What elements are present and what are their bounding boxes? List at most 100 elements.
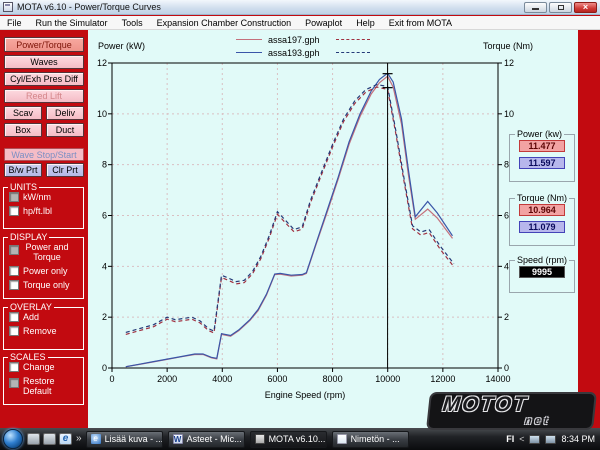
bw-print-button[interactable]: B/w Prt xyxy=(4,163,42,177)
svg-text:8: 8 xyxy=(504,160,509,170)
checkbox-kw-nm[interactable] xyxy=(9,192,19,202)
scales-change-option[interactable]: Change xyxy=(9,362,83,372)
quick-launch-overflow-chevron[interactable]: » xyxy=(76,432,82,444)
task-button-mota[interactable]: MOTA v6.10... xyxy=(249,430,327,448)
menu-powaplot[interactable]: Powaplot xyxy=(305,17,343,28)
speed-readout-title: Speed (rpm) xyxy=(515,255,570,265)
svg-text:10: 10 xyxy=(504,109,514,119)
word-task-icon: W xyxy=(172,434,183,444)
legend-label-assa193: assa193.gph xyxy=(268,47,320,58)
waves-button[interactable]: Waves xyxy=(4,55,84,69)
legend-entry-assa193: assa193.gph xyxy=(236,46,370,59)
svg-text:8: 8 xyxy=(102,160,107,170)
svg-text:2000: 2000 xyxy=(157,374,177,384)
svg-text:0: 0 xyxy=(109,374,114,384)
legend-solid-swatch-red xyxy=(236,39,262,40)
menu-bar: File Run the Simulator Tools Expansion C… xyxy=(0,16,600,30)
quick-launch-ie-icon[interactable]: e xyxy=(59,433,72,445)
task-button-lisaa-kuva[interactable]: e Lisää kuva - ... xyxy=(85,430,163,448)
title-bar: MOTA v6.10 - Power/Torque Curves × xyxy=(0,0,600,15)
checkbox-scales-change[interactable] xyxy=(9,362,19,372)
scales-restore-default-label: Restore Default xyxy=(23,376,55,396)
svg-text:12: 12 xyxy=(504,58,514,68)
legend-label-assa197: assa197.gph xyxy=(268,34,320,45)
scales-group-title: SCALES xyxy=(8,352,48,362)
svg-text:6: 6 xyxy=(504,211,509,221)
torque-readout-title: Torque (Nm) xyxy=(515,193,570,203)
duct-button[interactable]: Duct xyxy=(46,123,84,137)
svg-text:4000: 4000 xyxy=(212,374,232,384)
menu-help[interactable]: Help xyxy=(356,17,375,28)
left-axis-title: Power (kW) xyxy=(98,41,145,51)
tray-expand-chevron[interactable]: < xyxy=(519,434,525,444)
speed-value: 9995 xyxy=(519,266,565,278)
power-readout-group: Power (kw) 11.477 11.597 xyxy=(509,130,575,182)
task-button-asteet[interactable]: W Asteet - Mic... xyxy=(167,430,245,448)
notepad-task-icon xyxy=(336,434,347,444)
taskbar-clock[interactable]: 8:34 PM xyxy=(561,434,595,444)
overlay-remove-label: Remove xyxy=(23,326,57,336)
svg-text:0: 0 xyxy=(504,363,509,373)
speed-readout-group: Speed (rpm) 9995 xyxy=(509,256,575,293)
checkbox-power-only[interactable] xyxy=(9,266,19,276)
volume-icon[interactable] xyxy=(545,434,557,444)
svg-text:6: 6 xyxy=(102,211,107,221)
display-torque-only-label: Torque only xyxy=(23,280,70,290)
units-kw-nm-option[interactable]: kW/nm xyxy=(9,192,83,202)
svg-text:6000: 6000 xyxy=(267,374,287,384)
units-hp-ftlb-option[interactable]: hp/ft.lbl xyxy=(9,206,83,216)
power-readout-title: Power (kw) xyxy=(515,129,565,139)
clr-print-button[interactable]: Clr Prt xyxy=(46,163,84,177)
display-power-and-torque-option[interactable]: Power and Torque xyxy=(9,242,79,262)
legend-solid-swatch-blue xyxy=(236,52,262,53)
display-torque-only-option[interactable]: Torque only xyxy=(9,280,83,290)
start-button[interactable] xyxy=(3,429,23,449)
torque-readout-group: Torque (Nm) 10.964 11.079 xyxy=(509,194,575,246)
checkbox-power-and-torque[interactable] xyxy=(9,245,19,255)
network-icon[interactable] xyxy=(529,434,541,444)
svg-text:4: 4 xyxy=(504,261,509,271)
close-button[interactable]: × xyxy=(574,1,597,13)
scales-restore-default-option[interactable]: Restore Default xyxy=(9,376,83,396)
checkbox-overlay-remove[interactable] xyxy=(9,326,19,336)
display-group-title: DISPLAY xyxy=(8,232,50,242)
torque-value-assa193: 11.079 xyxy=(519,221,565,233)
overlay-add-option[interactable]: Add xyxy=(9,312,83,322)
overlay-group: OVERLAY Add Remove xyxy=(3,303,84,350)
quick-launch-mail-icon[interactable] xyxy=(27,433,40,445)
task-button-nimeton[interactable]: Nimetön - ... xyxy=(331,430,409,448)
legend-dashed-swatch-blue xyxy=(336,52,370,53)
legend-entry-assa197: assa197.gph xyxy=(236,33,370,46)
language-indicator[interactable]: FI xyxy=(506,434,515,444)
sidebar: Power/Torque Waves Cyl/Exh Pres Diff Ree… xyxy=(0,30,88,428)
power-value-assa193: 11.597 xyxy=(519,157,565,169)
menu-file[interactable]: File xyxy=(7,17,22,28)
quick-launch: e xyxy=(27,433,72,445)
display-power-only-option[interactable]: Power only xyxy=(9,266,83,276)
deliv-button[interactable]: Deliv xyxy=(46,106,84,120)
task-label-lisaa-kuva: Lisää kuva - ... xyxy=(104,434,163,444)
menu-expansion-chamber[interactable]: Expansion Chamber Construction xyxy=(156,17,292,28)
checkbox-restore-default[interactable] xyxy=(9,378,19,388)
cyl-exh-pres-diff-button[interactable]: Cyl/Exh Pres Diff xyxy=(4,72,84,86)
restore-button[interactable] xyxy=(549,1,572,13)
checkbox-torque-only[interactable] xyxy=(9,280,19,290)
checkbox-hp-ftlb[interactable] xyxy=(9,206,19,216)
scav-button[interactable]: Scav xyxy=(4,106,42,120)
box-button[interactable]: Box xyxy=(4,123,42,137)
wave-stop-start-button: Wave Stop/Start xyxy=(4,148,84,161)
power-value-assa197: 11.477 xyxy=(519,140,565,152)
overlay-remove-option[interactable]: Remove xyxy=(9,326,83,336)
menu-tools[interactable]: Tools xyxy=(121,17,143,28)
units-group-title: UNITS xyxy=(8,182,39,192)
scales-change-label: Change xyxy=(23,362,55,372)
right-axis-title: Torque (Nm) xyxy=(483,41,534,51)
power-torque-button[interactable]: Power/Torque xyxy=(4,37,84,52)
checkbox-overlay-add[interactable] xyxy=(9,312,19,322)
display-power-and-torque-label: Power and Torque xyxy=(25,242,69,262)
quick-launch-desktop-icon[interactable] xyxy=(43,433,56,445)
menu-exit-mota[interactable]: Exit from MOTA xyxy=(388,17,453,28)
menu-run-simulator[interactable]: Run the Simulator xyxy=(35,17,108,28)
minimize-button[interactable] xyxy=(524,1,547,13)
units-kw-nm-label: kW/nm xyxy=(23,192,51,202)
